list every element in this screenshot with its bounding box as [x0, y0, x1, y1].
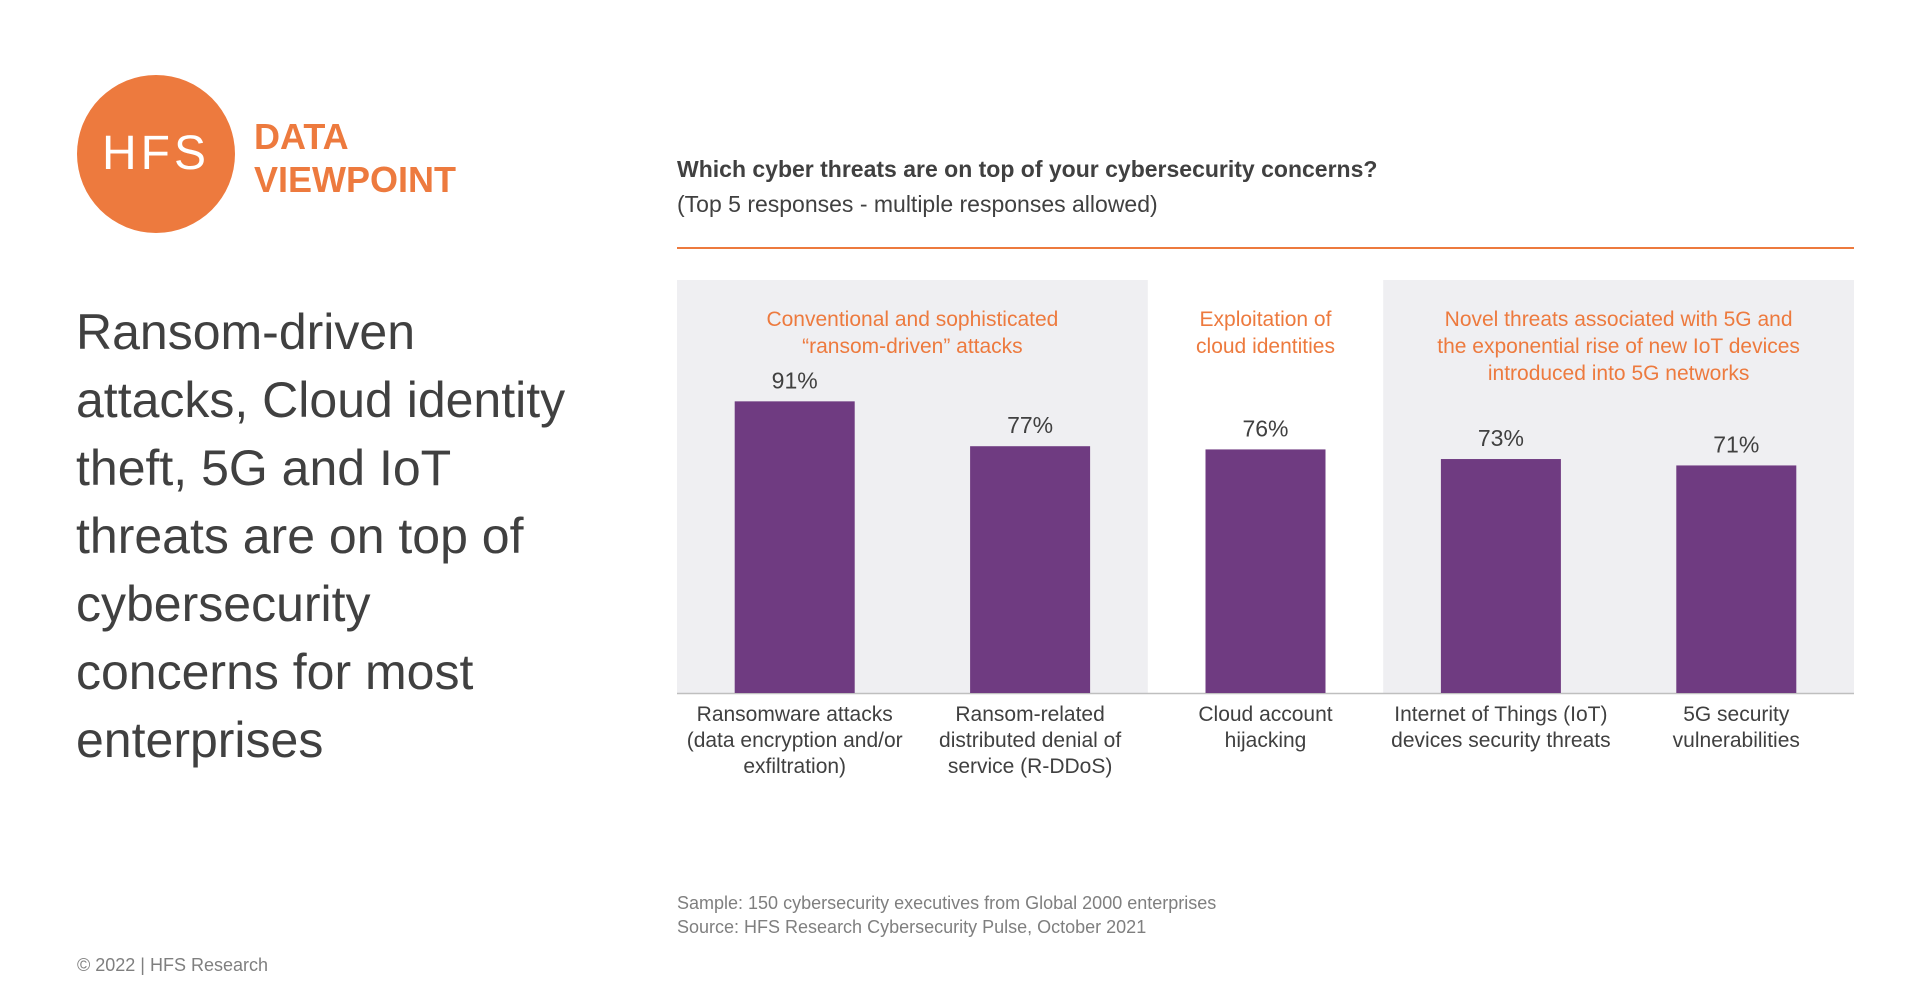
bar-chart: Conventional and sophisticated “ransom-dr… [677, 280, 1854, 778]
bar [970, 446, 1091, 693]
group-label: Conventional and sophisticated [766, 308, 1058, 331]
headline-line: concerns for most [76, 644, 474, 700]
group-label: cloud identities [1196, 335, 1335, 358]
logo-text: HFS [102, 127, 210, 180]
category-label: service (R-DDoS) [948, 755, 1113, 778]
category-label: Cloud account [1198, 703, 1332, 726]
group-label: “ransom-driven” attacks [802, 335, 1023, 358]
headline: Ransom-driven attacks, Cloud identity th… [76, 298, 616, 774]
chart-subtitle: (Top 5 responses - multiple responses al… [677, 191, 1158, 217]
group-label: Novel threats associated with 5G and [1445, 308, 1793, 331]
sample-note: Sample: 150 cybersecurity executives fro… [677, 893, 1217, 913]
category-label: hijacking [1225, 729, 1307, 752]
logo-circle [77, 75, 235, 233]
bar-value-label: 76% [1242, 415, 1288, 441]
headline-line: attacks, Cloud identity [76, 372, 566, 428]
category-label: Ransom-related [955, 703, 1104, 726]
data-viewpoint-line-2: VIEWPOINT [254, 159, 457, 200]
headline-line: enterprises [76, 712, 324, 768]
bar [1205, 449, 1326, 693]
chart-title: Which cyber threats are on top of your c… [677, 156, 1378, 182]
category-label: Ransomware attacks [697, 703, 893, 726]
category-label: (data encryption and/or [687, 729, 903, 752]
headline-line: Ransom-driven [76, 304, 416, 360]
source-note: Source: HFS Research Cybersecurity Pulse… [677, 917, 1147, 937]
category-label: devices security threats [1391, 729, 1610, 752]
group-label: Exploitation of [1200, 308, 1332, 331]
copyright: © 2022 | HFS Research [77, 955, 269, 975]
group-label: introduced into 5G networks [1488, 362, 1749, 385]
bar-value-label: 73% [1478, 425, 1524, 451]
headline-line: cybersecurity [76, 576, 371, 632]
category-label: exfiltration) [743, 755, 846, 778]
title-divider [677, 247, 1854, 249]
bar-value-label: 91% [772, 367, 818, 393]
data-viewpoint-label: DATA VIEWPOINT [254, 115, 456, 201]
category-label: vulnerabilities [1673, 729, 1800, 752]
data-viewpoint-line-1: DATA [254, 116, 349, 157]
bar-value-label: 77% [1007, 412, 1053, 438]
category-label: 5G security [1683, 703, 1790, 726]
category-label: Internet of Things (IoT) [1394, 703, 1607, 726]
bar [734, 401, 855, 693]
category-label: distributed denial of [939, 729, 1121, 752]
hfs-logo: HFS [77, 75, 235, 233]
footnote: Sample: 150 cybersecurity executives fro… [677, 891, 1216, 939]
headline-line: threats are on top of [76, 508, 524, 564]
bar-value-label: 71% [1713, 431, 1759, 457]
bar [1440, 459, 1561, 693]
bar [1676, 465, 1797, 693]
group-label: the exponential rise of new IoT devices [1437, 335, 1800, 358]
headline-line: theft, 5G and IoT [76, 440, 452, 496]
